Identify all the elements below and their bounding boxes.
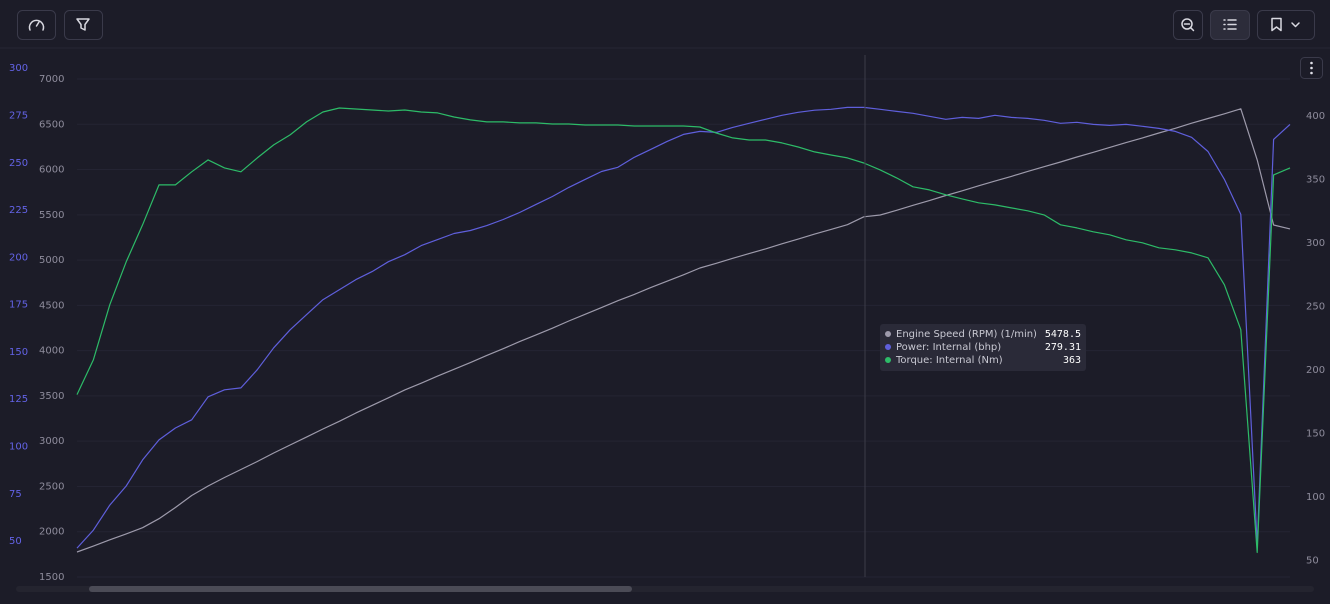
y3-tick-label: 250: [1306, 301, 1325, 312]
bookmark-button[interactable]: [1257, 10, 1315, 40]
y3-tick-label: 400: [1306, 111, 1325, 122]
series-line: [76, 106, 1291, 549]
y2-tick-label: 275: [9, 111, 28, 122]
y-tick-label: 2000: [39, 527, 64, 538]
y-tick-label: 3000: [39, 436, 64, 447]
y-tick-label: 7000: [39, 74, 64, 85]
y-tick-label: 2500: [39, 481, 64, 492]
tooltip-value: 363: [1063, 355, 1081, 366]
y2-tick-label: 150: [9, 347, 28, 358]
tooltip-dot: [885, 357, 891, 363]
tooltip: Engine Speed (RPM) (1/min) 5478.5 Power: I…: [880, 324, 1086, 371]
y-tick-label: 4500: [39, 300, 64, 311]
y-tick-label: 5500: [39, 210, 64, 221]
tooltip-label: Torque: Internal (Nm): [895, 355, 1003, 366]
more-button[interactable]: [1300, 57, 1323, 79]
filter-button[interactable]: [64, 10, 103, 40]
toolbar: [0, 0, 1330, 48]
y-tick-label: 3500: [39, 391, 64, 402]
y2-tick-label: 225: [9, 205, 28, 216]
y2-tick-label: 300: [9, 63, 28, 74]
y2-tick-label: 100: [9, 442, 28, 453]
y2-tick-label: 75: [9, 489, 22, 500]
list-button[interactable]: [1210, 10, 1250, 40]
series-line: [76, 108, 1291, 553]
y2-tick-label: 50: [9, 536, 22, 547]
zoom-out-button[interactable]: [1173, 10, 1203, 40]
y3-tick-label: 50: [1306, 555, 1319, 566]
y2-tick-label: 125: [9, 394, 28, 405]
plot: [76, 106, 1291, 554]
tooltip-dot: [885, 344, 891, 350]
y3-tick-label: 100: [1306, 492, 1325, 503]
y2-tick-label: 250: [9, 158, 28, 169]
gauge-button[interactable]: [17, 10, 56, 40]
y3-tick-label: 300: [1306, 238, 1325, 249]
y2-tick-label: 200: [9, 252, 28, 263]
y2-tick-label: 175: [9, 300, 28, 311]
y3-tick-label: 350: [1306, 174, 1325, 185]
tooltip-label: Power: Internal (bhp): [896, 342, 1001, 353]
y-tick-label: 6500: [39, 119, 64, 130]
scrollbar-thumb[interactable]: [89, 586, 632, 592]
y-tick-label: 5000: [39, 255, 64, 266]
y-tick-label: 4000: [39, 346, 64, 357]
grid: 1500 2000 2500 3000 3500 4000 4500 5000 5500 6000…: [9, 63, 1325, 583]
tooltip-value: 279.31: [1045, 342, 1081, 353]
tooltip-label: Engine Speed (RPM) (1/min): [896, 329, 1037, 340]
y3-tick-label: 200: [1306, 365, 1325, 376]
tooltip-value: 5478.5: [1045, 329, 1081, 340]
y-tick-label: 6000: [39, 165, 64, 176]
series-line: [76, 107, 1291, 554]
y3-tick-label: 150: [1306, 428, 1325, 439]
tooltip-box: [880, 324, 1086, 371]
y-tick-label: 1500: [39, 572, 64, 583]
tooltip-dot: [885, 331, 891, 337]
